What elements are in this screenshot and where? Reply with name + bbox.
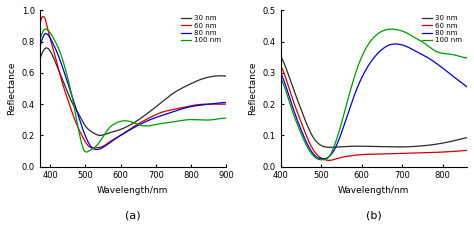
Y-axis label: Reflectance: Reflectance xyxy=(248,62,257,115)
30 nm xyxy=(198,78,203,81)
100 nm xyxy=(397,29,403,32)
30 nm xyxy=(327,146,332,149)
30 nm xyxy=(464,136,470,139)
30 nm xyxy=(179,87,184,90)
60 nm xyxy=(419,151,425,154)
80 nm xyxy=(94,148,100,151)
Legend: 30 nm, 60 nm, 80 nm, 100 nm: 30 nm, 60 nm, 80 nm, 100 nm xyxy=(180,14,223,45)
60 nm xyxy=(91,147,97,150)
100 nm xyxy=(150,124,156,126)
80 nm xyxy=(198,104,203,106)
60 nm xyxy=(391,152,397,155)
80 nm xyxy=(43,32,49,35)
80 nm xyxy=(319,157,325,160)
60 nm xyxy=(326,159,332,162)
30 nm xyxy=(419,144,425,147)
30 nm xyxy=(223,75,229,77)
Line: 80 nm: 80 nm xyxy=(40,33,226,150)
80 nm xyxy=(397,43,403,46)
100 nm xyxy=(179,119,184,122)
80 nm xyxy=(419,53,425,56)
80 nm xyxy=(156,115,162,118)
100 nm xyxy=(392,28,397,31)
80 nm xyxy=(146,119,151,122)
100 nm xyxy=(156,122,162,125)
Y-axis label: Reflectance: Reflectance xyxy=(7,62,16,115)
30 nm xyxy=(37,59,43,62)
100 nm xyxy=(419,40,425,43)
60 nm xyxy=(438,151,444,154)
30 nm xyxy=(97,134,103,137)
100 nm xyxy=(37,40,43,43)
100 nm xyxy=(319,158,325,161)
80 nm xyxy=(289,104,295,106)
30 nm xyxy=(289,84,295,86)
60 nm xyxy=(37,28,43,31)
80 nm xyxy=(48,39,54,41)
60 nm xyxy=(179,106,184,109)
Line: 60 nm: 60 nm xyxy=(40,17,226,148)
80 nm xyxy=(150,117,156,120)
80 nm xyxy=(386,44,392,47)
30 nm xyxy=(44,47,49,49)
60 nm xyxy=(150,114,156,117)
100 nm xyxy=(43,28,48,30)
Line: 80 nm: 80 nm xyxy=(281,44,467,159)
30 nm xyxy=(48,51,54,54)
Line: 100 nm: 100 nm xyxy=(40,29,226,152)
100 nm xyxy=(146,124,151,127)
80 nm xyxy=(464,86,470,88)
60 nm xyxy=(198,103,203,106)
60 nm xyxy=(289,96,295,99)
100 nm xyxy=(83,151,89,154)
100 nm xyxy=(223,117,229,120)
Line: 100 nm: 100 nm xyxy=(281,29,467,160)
60 nm xyxy=(146,117,151,120)
80 nm xyxy=(392,43,398,45)
80 nm xyxy=(37,48,43,51)
100 nm xyxy=(464,57,470,59)
100 nm xyxy=(386,28,392,31)
30 nm xyxy=(146,111,151,114)
30 nm xyxy=(386,145,392,148)
60 nm xyxy=(278,64,283,66)
Text: (a): (a) xyxy=(125,210,141,220)
100 nm xyxy=(439,52,445,55)
30 nm xyxy=(397,146,402,148)
100 nm xyxy=(278,76,283,79)
100 nm xyxy=(198,118,203,121)
60 nm xyxy=(464,149,470,152)
X-axis label: Wavelength/nm: Wavelength/nm xyxy=(97,186,169,195)
100 nm xyxy=(289,108,295,111)
30 nm xyxy=(278,54,283,57)
100 nm xyxy=(388,28,394,30)
80 nm xyxy=(179,108,184,110)
60 nm xyxy=(397,152,402,155)
80 nm xyxy=(223,101,229,104)
60 nm xyxy=(48,41,54,44)
60 nm xyxy=(40,15,46,18)
60 nm xyxy=(223,103,229,106)
Line: 60 nm: 60 nm xyxy=(281,65,467,160)
X-axis label: Wavelength/nm: Wavelength/nm xyxy=(338,186,410,195)
Text: (b): (b) xyxy=(366,210,382,220)
60 nm xyxy=(156,112,162,115)
80 nm xyxy=(278,72,283,74)
Line: 30 nm: 30 nm xyxy=(40,48,226,135)
60 nm xyxy=(386,152,392,155)
80 nm xyxy=(391,43,397,45)
30 nm xyxy=(150,107,156,110)
30 nm xyxy=(156,103,162,106)
Line: 30 nm: 30 nm xyxy=(281,56,467,147)
100 nm xyxy=(48,33,54,36)
80 nm xyxy=(439,66,445,69)
30 nm xyxy=(391,146,397,148)
Legend: 30 nm, 60 nm, 80 nm, 100 nm: 30 nm, 60 nm, 80 nm, 100 nm xyxy=(420,14,464,45)
30 nm xyxy=(438,142,444,145)
